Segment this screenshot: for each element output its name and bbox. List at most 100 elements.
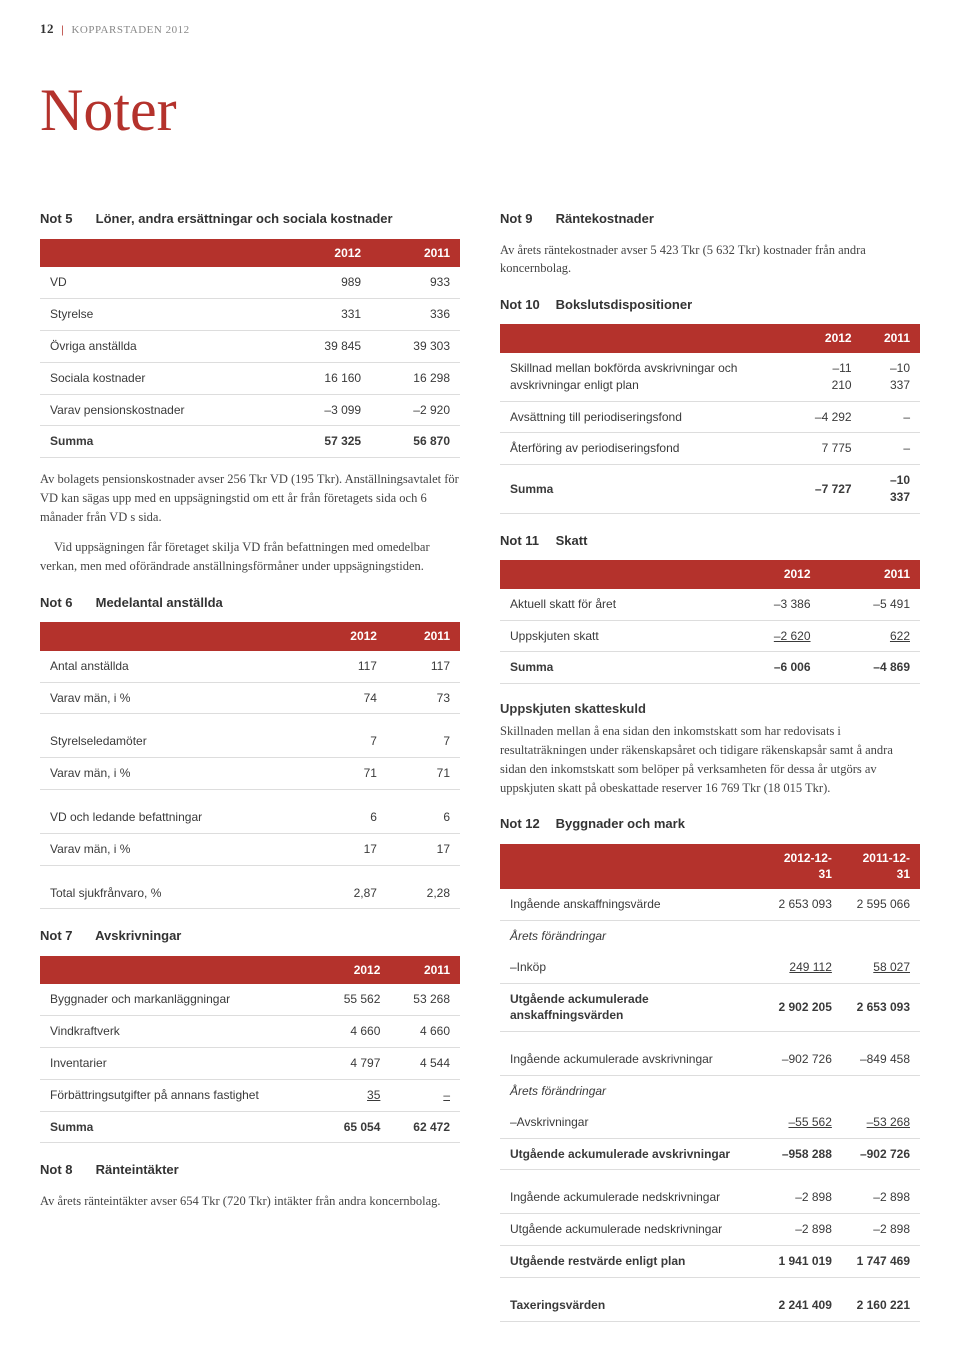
sum-label: Summa [500, 652, 721, 684]
row-label: VD [40, 267, 282, 298]
page-number: 12 [40, 21, 54, 36]
row-val-b [842, 1075, 920, 1106]
not12-heading: Not 12 Byggnader och mark [500, 815, 920, 833]
row-val-a: 2,87 [313, 878, 387, 909]
note-title: Avskrivningar [95, 928, 181, 943]
sum-a: 65 054 [321, 1111, 391, 1143]
table-row: VD989933 [40, 267, 460, 298]
not5-table: 2012 2011 VD989933Styrelse331336Övriga a… [40, 239, 460, 459]
row-val-a: 989 [282, 267, 371, 298]
col-2011: 2011 [821, 560, 920, 589]
note-title: Ränteintäkter [96, 1162, 179, 1177]
row-label: Varav män, i % [40, 833, 313, 865]
row-val-b: 2 653 093 [842, 983, 920, 1032]
table-row: –Avskrivningar–55 562–53 268 [500, 1107, 920, 1138]
table-row: Utgående ackumulerade avskrivningar–958 … [500, 1138, 920, 1170]
col-blank [500, 560, 721, 589]
not10-heading: Not 10 Bokslutsdispositioner [500, 296, 920, 314]
sum-a: –6 006 [721, 652, 820, 684]
col-2011: 2011-12-31 [842, 844, 920, 890]
sum-a: –7 727 [804, 465, 862, 514]
table-row: VD och ledande befattningar66 [40, 802, 460, 833]
row-val-a: 2 902 205 [763, 983, 842, 1032]
sum-b: 62 472 [390, 1111, 460, 1143]
row-label: Utgående ackumulerade nedskrivningar [500, 1214, 763, 1246]
note-title: Byggnader och mark [556, 816, 685, 831]
not9-para: Av årets räntekostnader avser 5 423 Tkr … [500, 241, 920, 279]
row-val-b: –53 268 [842, 1107, 920, 1138]
col-2012: 2012-12-31 [763, 844, 842, 890]
row-label: Total sjukfrånvaro, % [40, 878, 313, 909]
row-val-a: 39 845 [282, 330, 371, 362]
header-bar: | [61, 24, 64, 36]
row-val-a: 249 112 [763, 952, 842, 983]
row-val-a: –2 620 [721, 620, 820, 652]
table-sum-row: Summa65 05462 472 [40, 1111, 460, 1143]
note-number: Not 5 [40, 210, 92, 228]
note-title: Skatt [556, 533, 588, 548]
not7-table: 2012 2011 Byggnader och markanläggningar… [40, 956, 460, 1144]
row-val-a: 7 775 [804, 433, 862, 465]
col-blank [500, 844, 763, 890]
row-label: Återföring av periodiseringsfond [500, 433, 804, 465]
row-val-b: 6 [387, 802, 460, 833]
row-val-a: –3 099 [282, 394, 371, 426]
not5-body: VD989933Styrelse331336Övriga anställda39… [40, 267, 460, 457]
row-label: Varav pensionskostnader [40, 394, 282, 426]
row-val-a: 2 653 093 [763, 889, 842, 920]
table-row: Årets förändringar [500, 1075, 920, 1106]
table-row: Total sjukfrånvaro, %2,872,28 [40, 878, 460, 909]
not10-table: 2012 2011 Skillnad mellan bokförda avskr… [500, 324, 920, 514]
row-label: Avsättning till periodiseringsfond [500, 401, 804, 433]
row-val-b: 73 [387, 682, 460, 714]
not6-heading: Not 6 Medelantal anställda [40, 594, 460, 612]
sum-a: 57 325 [282, 426, 371, 458]
row-label: Varav män, i % [40, 758, 313, 790]
header-label: KOPPARSTADEN 2012 [71, 24, 189, 36]
row-val-b: 1 747 469 [842, 1245, 920, 1277]
table-row: Byggnader och markanläggningar55 56253 2… [40, 984, 460, 1015]
row-val-a: –2 898 [763, 1182, 842, 1213]
row-val-a: 7 [313, 726, 387, 757]
table-row: Återföring av periodiseringsfond7 775– [500, 433, 920, 465]
table-row: Aktuell skatt för året–3 386–5 491 [500, 589, 920, 620]
note-number: Not 7 [40, 927, 92, 945]
note-title: Bokslutsdispositioner [556, 297, 693, 312]
row-val-b: 39 303 [371, 330, 460, 362]
row-label: Ingående anskaffningsvärde [500, 889, 763, 920]
row-val-a: 35 [321, 1079, 391, 1111]
row-val-a: 74 [313, 682, 387, 714]
row-val-b: –10 337 [862, 353, 920, 401]
row-val-b: –902 726 [842, 1138, 920, 1170]
row-val-a: –902 726 [763, 1044, 842, 1075]
row-val-b: 71 [387, 758, 460, 790]
row-val-b: – [862, 401, 920, 433]
not5-para1: Av bolagets pensionskostnader avser 256 … [40, 470, 460, 526]
not10-body: Skillnad mellan bokförda avskrivningar o… [500, 353, 920, 513]
sum-b: 56 870 [371, 426, 460, 458]
row-val-b: 933 [371, 267, 460, 298]
row-val-a: 1 941 019 [763, 1245, 842, 1277]
not7-body: Byggnader och markanläggningar55 56253 2… [40, 984, 460, 1142]
table-row: –Inköp249 11258 027 [500, 952, 920, 983]
row-val-b: 2 595 066 [842, 889, 920, 920]
not8-heading: Not 8 Ränteintäkter [40, 1161, 460, 1179]
row-val-b: –2 898 [842, 1182, 920, 1213]
table-row: Förbättringsutgifter på annans fastighet… [40, 1079, 460, 1111]
table-sum-row: Summa–6 006–4 869 [500, 652, 920, 684]
row-label: Årets förändringar [500, 920, 763, 951]
not5-heading: Not 5 Löner, andra ersättningar och soci… [40, 210, 460, 228]
note-number: Not 10 [500, 296, 552, 314]
row-label: Taxeringsvärden [500, 1290, 763, 1321]
note-number: Not 8 [40, 1161, 92, 1179]
col-2012: 2012 [804, 324, 862, 353]
row-val-a: 117 [313, 651, 387, 682]
table-row: Varav män, i %1717 [40, 833, 460, 865]
row-label: –Inköp [500, 952, 763, 983]
row-val-b: – [390, 1079, 460, 1111]
row-label: Byggnader och markanläggningar [40, 984, 321, 1015]
not11-para: Skillnaden mellan å ena sidan den inkoms… [500, 722, 920, 797]
row-val-b: 622 [821, 620, 920, 652]
table-row: Styrelse331336 [40, 299, 460, 331]
not7-heading: Not 7 Avskrivningar [40, 927, 460, 945]
